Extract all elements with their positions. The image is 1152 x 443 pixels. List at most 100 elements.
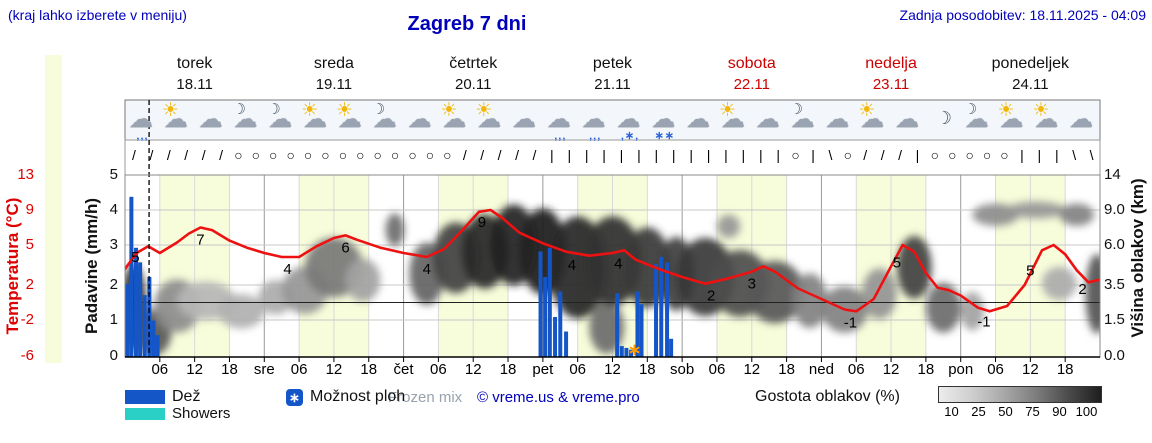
temperature-tick-label: 2 <box>25 276 34 293</box>
wind-symbol: \ <box>1089 147 1094 163</box>
rain-bar <box>142 295 147 357</box>
sun-glyph: ☀ <box>997 100 1015 121</box>
wind-symbol: / <box>863 147 868 163</box>
rain-legend-label: Dež <box>172 388 201 405</box>
rain-icon: ☁ ‚‚‚ <box>543 100 578 143</box>
cloud-blob <box>925 282 961 333</box>
rain-legend-swatch <box>125 390 165 404</box>
moon-cloud-icon: ☽ ☁ <box>369 100 404 140</box>
wind-symbol: ○ <box>930 147 940 163</box>
precipitation-bars <box>125 196 674 357</box>
cloud-icon: ☁ <box>682 100 717 140</box>
rain-bar <box>615 293 620 357</box>
wind-symbol: / <box>462 147 467 163</box>
wind-symbol: / <box>219 147 223 163</box>
wind-symbol: ○ <box>965 147 974 163</box>
rain-bar <box>129 196 134 357</box>
day-date: 21.11 <box>594 76 631 93</box>
cloud-glyph: ☁ <box>268 106 293 133</box>
cloud-blob <box>745 260 805 324</box>
moon-glyph: ☽ <box>232 101 246 118</box>
wind-symbol: | <box>811 147 815 163</box>
cloud-icon: ☁ <box>404 100 439 140</box>
wind-symbol: ○ <box>303 147 313 163</box>
cloud-blob <box>345 258 381 302</box>
cloud-icon: ☁ <box>195 100 230 140</box>
rain-glyph: ‚‚‚ <box>136 130 149 142</box>
wind-symbol: / <box>480 147 485 163</box>
moon-glyph: ☽ <box>935 108 953 128</box>
temperature-line <box>125 208 1100 313</box>
rain-bar <box>624 347 629 357</box>
density-scale-value: 75 <box>1025 404 1040 419</box>
rain-bar <box>553 316 558 357</box>
cloud-density-gradient <box>938 386 1102 403</box>
moon-cloud-icon: ☽ ☁ <box>961 100 996 140</box>
page-title: Zagreb 7 dni <box>407 13 527 35</box>
cloud-blob <box>385 213 405 247</box>
rain-bar <box>635 291 640 357</box>
x-hour-label: 06 <box>708 361 726 378</box>
wind-symbol: ○ <box>1000 147 1009 163</box>
temperature-value-label: 5 <box>893 254 901 271</box>
temperature-value-label: 7 <box>196 232 204 249</box>
wind-symbol: | <box>915 147 920 163</box>
cloud-blob <box>792 273 828 328</box>
x-hour-label: 18 <box>917 361 935 378</box>
wind-symbol: \ <box>1072 147 1077 163</box>
temperature-tick-label: 9 <box>25 201 34 218</box>
cloud-icon: ☁ <box>508 100 543 140</box>
x-hour-label: 06 <box>430 361 447 378</box>
wind-symbol: | <box>724 147 728 163</box>
sun-cloud-icon: ☀ ☁ <box>1030 100 1065 140</box>
day-name: sreda <box>313 55 354 72</box>
cloud-icon: ☁ <box>891 100 926 140</box>
wind-symbol: | <box>584 147 589 163</box>
wind-symbol: | <box>567 147 572 163</box>
cloud-glyph: ☁ <box>860 106 885 133</box>
axis-tick-label: 9.0 <box>1104 201 1125 218</box>
wind-symbol: / <box>184 147 189 163</box>
rain-bar <box>138 262 143 357</box>
moon-glyph: ☽ <box>789 101 804 118</box>
day-date: 24.11 <box>1012 76 1049 93</box>
snow-icon: ☁ ∗∗ <box>647 100 682 143</box>
wind-symbol: ○ <box>408 147 417 163</box>
moon-cloud-icon: ☽ ☁ <box>787 100 822 140</box>
wind-symbol: / <box>132 147 136 163</box>
wind-symbol: | <box>550 147 554 163</box>
cloud-glyph: ☁ <box>337 106 362 133</box>
wind-symbol: ○ <box>356 147 365 163</box>
day-date: 20.11 <box>454 76 492 93</box>
rain-bar <box>659 256 664 357</box>
moon-glyph: ☽ <box>371 101 386 118</box>
cloud-blob <box>972 203 1019 226</box>
sun-cloud-icon: ☀ ☁ <box>334 100 369 140</box>
moon-icon: ☽ <box>926 100 961 140</box>
cloud-blob <box>1007 201 1066 219</box>
temperature-value-label: 4 <box>283 261 291 278</box>
day-name: četrtek <box>449 55 498 72</box>
day-name: nedelja <box>865 55 917 72</box>
rain-bar <box>564 331 569 357</box>
x-hour-label: 12 <box>604 361 621 378</box>
day-date: 18.11 <box>176 76 213 93</box>
temperature-value-label: 4 <box>423 261 431 278</box>
wind-symbol: ○ <box>843 147 853 163</box>
sun-cloud-icon: ☀ ☁ <box>473 100 508 140</box>
sun-glyph: ☀ <box>475 100 493 121</box>
cloud-glyph: ☁ <box>895 106 920 133</box>
x-hour-label: 18 <box>1056 361 1074 378</box>
sun-glyph: ☀ <box>718 100 736 121</box>
x-hour-label: 18 <box>221 361 238 378</box>
cloud-glyph: ☁ <box>512 106 537 133</box>
day-name: torek <box>176 55 213 72</box>
wind-symbol: | <box>619 147 624 163</box>
copyright-link[interactable]: © vreme.us & vreme.pro <box>477 389 640 406</box>
sleet-glyph: ‚∗‚ <box>620 130 640 142</box>
cloud-glyph: ☁ <box>720 106 745 133</box>
cloud-blob <box>217 294 265 329</box>
wind-symbol: | <box>1037 147 1042 163</box>
cloud-glyph: ☁ <box>651 106 676 133</box>
day-date: 22.11 <box>733 76 770 93</box>
